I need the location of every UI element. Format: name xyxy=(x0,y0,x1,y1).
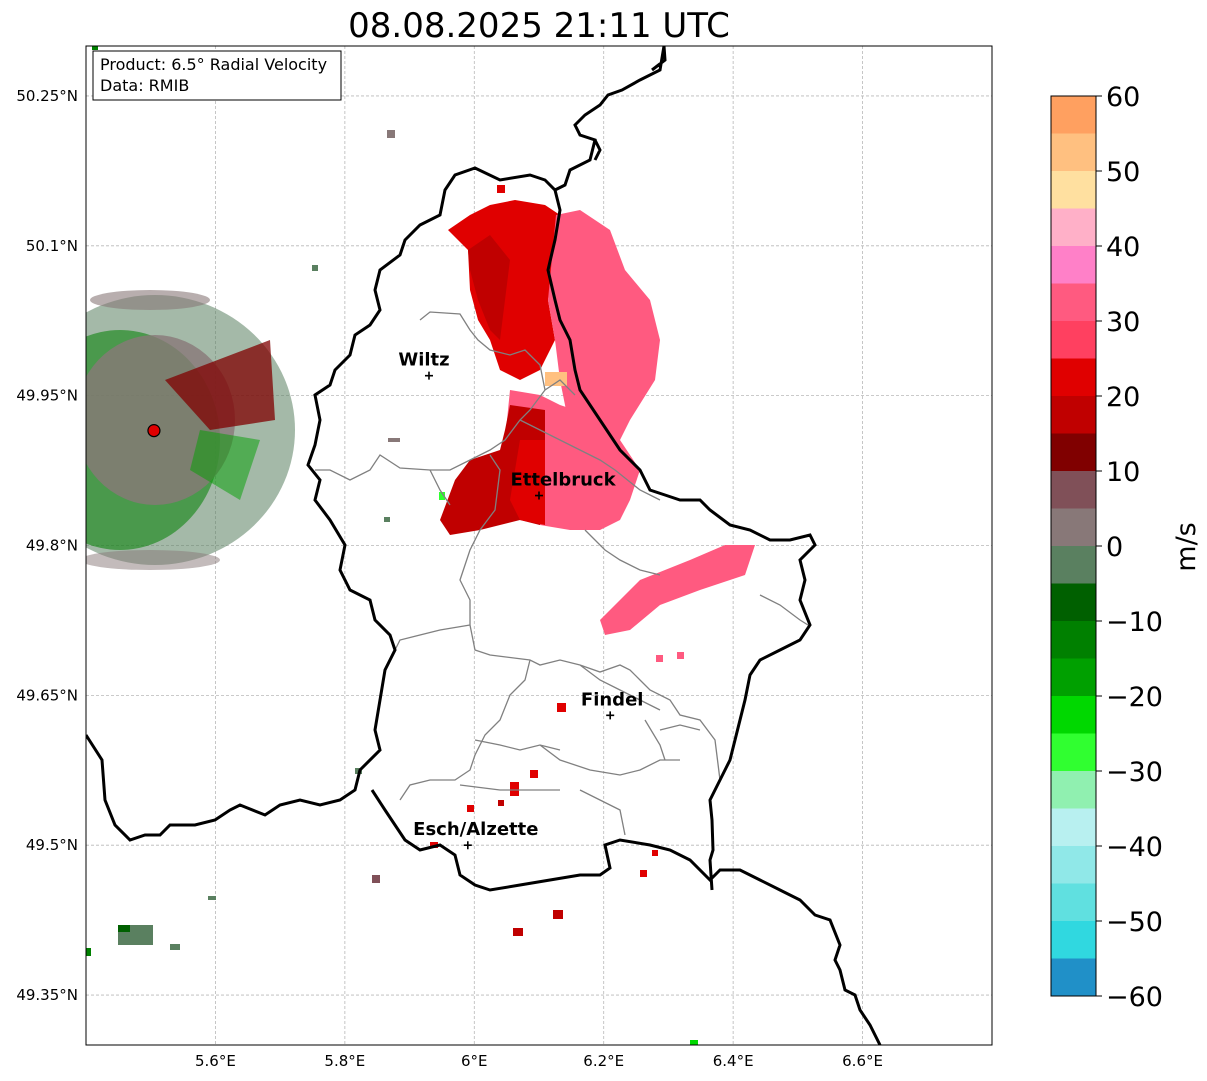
lat-tick-label: 49.95°N xyxy=(16,387,78,405)
lon-tick-label: 6.6°E xyxy=(842,1052,883,1070)
figure-title: 08.08.2025 21:11 UTC xyxy=(348,6,730,46)
colorbar-tick-label: −20 xyxy=(1106,682,1163,713)
map-panel: Wiltz Ettelbruck Findel Esch/Alzette Produc… xyxy=(16,45,993,1070)
colorbar-swatch xyxy=(1051,133,1096,171)
colorbar-tick-label: 60 xyxy=(1106,82,1140,113)
lat-tick-label: 49.8°N xyxy=(26,537,78,555)
lat-tick-label: 49.65°N xyxy=(16,686,78,704)
colorbar-swatch xyxy=(1051,96,1096,134)
city-label: Esch/Alzette xyxy=(413,819,538,840)
colorbar-swatch xyxy=(1051,583,1096,621)
colorbar: 60 50 40 30 20 10 0 −10 −20 −30 −40 −50 −60 m/s xyxy=(1050,82,1202,1013)
velocity-band-southeast xyxy=(600,545,755,635)
city-ettelbruck[interactable]: Ettelbruck xyxy=(510,470,617,500)
colorbar-swatch xyxy=(1051,321,1096,359)
colorbar-swatch xyxy=(1051,396,1096,434)
colorbar-swatch xyxy=(1051,958,1096,996)
lat-tick-label: 50.25°N xyxy=(16,87,78,105)
colorbar-swatch xyxy=(1051,846,1096,884)
city-wiltz[interactable]: Wiltz xyxy=(398,350,450,380)
colorbar-swatch xyxy=(1051,246,1096,284)
colorbar-tick-label: −50 xyxy=(1106,907,1163,938)
commune-borders xyxy=(315,311,809,836)
city-marker xyxy=(424,371,433,380)
colorbar-tick-label: 0 xyxy=(1106,532,1123,563)
lon-tick-label: 5.8°E xyxy=(324,1052,365,1070)
city-label: Ettelbruck xyxy=(510,470,616,491)
colorbar-tick-label: 30 xyxy=(1106,307,1140,338)
city-label: Findel xyxy=(581,689,644,710)
colorbar-swatch xyxy=(1051,508,1096,546)
admin-borders xyxy=(86,46,882,1045)
city-marker xyxy=(606,711,615,720)
colorbar-swatch xyxy=(1051,283,1096,321)
info-box: Product: 6.5° Radial Velocity Data: RMIB xyxy=(92,50,342,101)
colorbar-tick-label: −60 xyxy=(1106,982,1163,1013)
lat-tick-label: 49.5°N xyxy=(26,836,78,854)
country-border xyxy=(86,46,882,1045)
colorbar-swatch xyxy=(1051,433,1096,471)
lon-tick-label: 6°E xyxy=(461,1052,488,1070)
city-findel[interactable]: Findel xyxy=(581,689,644,720)
colorbar-tick-label: 10 xyxy=(1106,457,1140,488)
colorbar-tick-label: −40 xyxy=(1106,832,1163,863)
colorbar-swatches xyxy=(1051,96,1096,996)
colorbar-tick-label: −30 xyxy=(1106,757,1163,788)
info-product: Product: 6.5° Radial Velocity xyxy=(100,55,327,74)
colorbar-swatch xyxy=(1051,696,1096,734)
colorbar-tick-label: 50 xyxy=(1106,157,1140,188)
lon-tick-label: 6.2°E xyxy=(583,1052,624,1070)
longitude-tick-labels: 5.6°E 5.8°E 6°E 6.2°E 6.4°E 6.6°E xyxy=(195,1052,883,1070)
colorbar-unit-label: m/s xyxy=(1171,522,1202,571)
gridlines xyxy=(86,46,992,1045)
city-marker xyxy=(463,841,472,850)
city-labels: Wiltz Ettelbruck Findel Esch/Alzette xyxy=(398,350,643,850)
radar-echoes xyxy=(86,46,755,1045)
radar-site-marker[interactable] xyxy=(147,424,161,438)
colorbar-swatch xyxy=(1051,471,1096,509)
lon-tick-label: 6.4°E xyxy=(713,1052,754,1070)
colorbar-swatch xyxy=(1051,208,1096,246)
info-data-source: Data: RMIB xyxy=(100,76,189,95)
colorbar-swatch xyxy=(1051,921,1096,959)
colorbar-tick-labels: 60 50 40 30 20 10 0 −10 −20 −30 −40 −50 −60 xyxy=(1096,82,1163,1013)
colorbar-swatch xyxy=(1051,658,1096,696)
latitude-tick-labels: 50.25°N 50.1°N 49.95°N 49.8°N 49.65°N 49.5°N 4… xyxy=(16,87,78,1004)
velocity-core xyxy=(440,200,660,535)
colorbar-swatch xyxy=(1051,733,1096,771)
lat-tick-label: 49.35°N xyxy=(16,986,78,1004)
city-label: Wiltz xyxy=(398,350,449,371)
colorbar-swatch xyxy=(1051,883,1096,921)
lon-tick-label: 5.6°E xyxy=(195,1052,236,1070)
city-esch-alzette[interactable]: Esch/Alzette xyxy=(413,819,538,850)
city-marker xyxy=(535,491,543,500)
colorbar-swatch xyxy=(1051,546,1096,584)
radar-site-clutter xyxy=(86,290,295,570)
colorbar-swatch xyxy=(1051,621,1096,659)
colorbar-tick-label: 40 xyxy=(1106,232,1140,263)
lat-tick-label: 50.1°N xyxy=(26,237,78,255)
map-frame xyxy=(85,45,993,1046)
colorbar-tick-label: −10 xyxy=(1106,607,1163,638)
colorbar-swatch xyxy=(1051,771,1096,809)
colorbar-swatch xyxy=(1051,358,1096,396)
colorbar-tick-label: 20 xyxy=(1106,382,1140,413)
colorbar-swatch xyxy=(1051,171,1096,209)
colorbar-swatch xyxy=(1051,808,1096,846)
